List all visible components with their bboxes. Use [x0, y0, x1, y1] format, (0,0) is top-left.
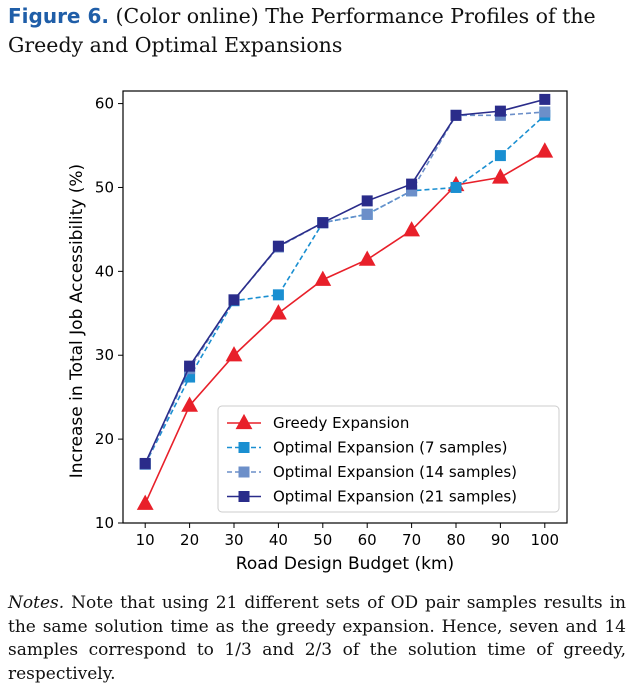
data-point	[450, 109, 462, 121]
x-tick-label: 10	[136, 531, 155, 549]
x-axis-label: Road Design Budget (km)	[236, 554, 454, 574]
data-point	[450, 181, 462, 193]
x-tick-label: 60	[358, 531, 377, 549]
x-tick-label: 30	[224, 531, 243, 549]
data-point	[270, 304, 287, 320]
data-point	[358, 250, 376, 266]
x-tick-label: 100	[530, 531, 559, 549]
data-point	[403, 221, 420, 237]
y-tick-label: 10	[95, 514, 114, 532]
data-point	[539, 93, 551, 105]
legend-label: Optimal Expansion (14 samples)	[273, 463, 517, 481]
legend-label: Optimal Expansion (21 samples)	[273, 488, 517, 506]
line-chart: 10 20 30 40 50 60 70 80 90 100 10 20 30 40 50 60 Road De…	[67, 90, 568, 574]
notes-text: Note that using 21 different sets of OD …	[8, 593, 626, 684]
data-point	[406, 178, 418, 190]
y-tick-label: 40	[95, 262, 114, 280]
x-tick-label: 50	[313, 531, 332, 549]
data-point	[361, 195, 373, 207]
data-point	[492, 168, 509, 184]
data-point	[136, 494, 154, 510]
y-tick-label: 50	[95, 178, 114, 196]
data-point	[272, 289, 284, 301]
x-tick-label: 70	[402, 531, 421, 549]
legend-marker	[238, 491, 250, 502]
legend: Greedy Expansion Optimal Expansion (7 sam…	[217, 405, 560, 513]
data-point	[317, 217, 329, 229]
legend-marker	[238, 466, 250, 478]
series-1	[136, 142, 554, 510]
figure-notes: Notes. Note that using 21 different sets…	[8, 592, 626, 686]
x-tick-label: 90	[491, 531, 510, 549]
y-tick-label: 30	[95, 346, 114, 364]
data-point	[225, 346, 243, 362]
legend-label: Optimal Expansion (7 samples)	[273, 439, 508, 457]
x-tick-label: 40	[269, 531, 288, 549]
y-tick-label: 60	[95, 95, 114, 113]
data-point	[228, 294, 240, 306]
data-point	[361, 208, 373, 220]
data-point	[181, 396, 198, 412]
x-tick-label: 20	[180, 531, 199, 549]
data-point	[184, 360, 196, 372]
legend-label: Greedy Expansion	[273, 414, 409, 432]
series-line	[144, 98, 546, 464]
data-point	[139, 457, 151, 469]
series-4	[139, 93, 551, 469]
notes-label: Notes.	[8, 593, 65, 613]
data-point	[536, 142, 554, 158]
data-point	[184, 371, 196, 383]
data-point	[406, 185, 418, 197]
figure-caption: Figure 6. (Color online) The Performance…	[8, 2, 623, 60]
data-point	[494, 150, 506, 162]
figure-caption-text: (Color online) The Performance Profiles …	[8, 4, 596, 57]
x-tick-label: 80	[446, 531, 465, 549]
legend-box	[217, 405, 560, 513]
legend-item: Greedy Expansion	[227, 413, 409, 432]
data-point	[494, 105, 506, 117]
y-tick-label: 20	[95, 430, 114, 448]
plot-frame	[122, 90, 568, 524]
figure-label: Figure 6.	[8, 4, 109, 28]
series-line	[144, 150, 546, 505]
data-point	[272, 240, 284, 252]
y-axis-label: Increase in Total Job Accessibility (%)	[67, 164, 87, 478]
legend-item: Optimal Expansion (21 samples)	[227, 488, 517, 506]
legend-marker	[235, 413, 253, 430]
data-point	[314, 270, 332, 286]
legend-item: Optimal Expansion (14 samples)	[227, 463, 517, 481]
data-point	[539, 106, 551, 118]
legend-item: Optimal Expansion (7 samples)	[227, 439, 508, 457]
legend-marker	[238, 442, 250, 453]
